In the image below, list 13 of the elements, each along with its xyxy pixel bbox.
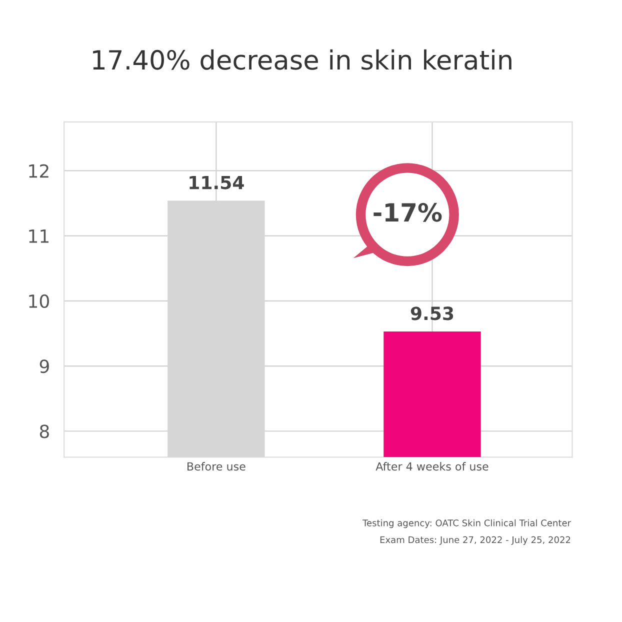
y-tick-label: 12: [29, 164, 48, 178]
annotation: -17%: [374, 202, 442, 222]
data-label: 9.53: [410, 306, 454, 320]
text: Exam Dates: June 27, 2022 - July 25, 2022: [380, 536, 570, 545]
y-tick-label: 10: [29, 294, 49, 308]
y-tick-label: 9: [40, 359, 49, 374]
x-tick-label: Before use: [188, 462, 246, 471]
x-tick-label: After 4 weeks of use: [376, 462, 488, 471]
y-tick-label: 8: [40, 424, 49, 438]
y-tick-label: 11: [29, 230, 49, 243]
text: Testing agency: OATC Skin Clinical Trial Center: [362, 519, 571, 528]
chart-title: 17.40% decrease in skin keratin: [93, 49, 512, 70]
data-label: 11.54: [190, 176, 244, 190]
